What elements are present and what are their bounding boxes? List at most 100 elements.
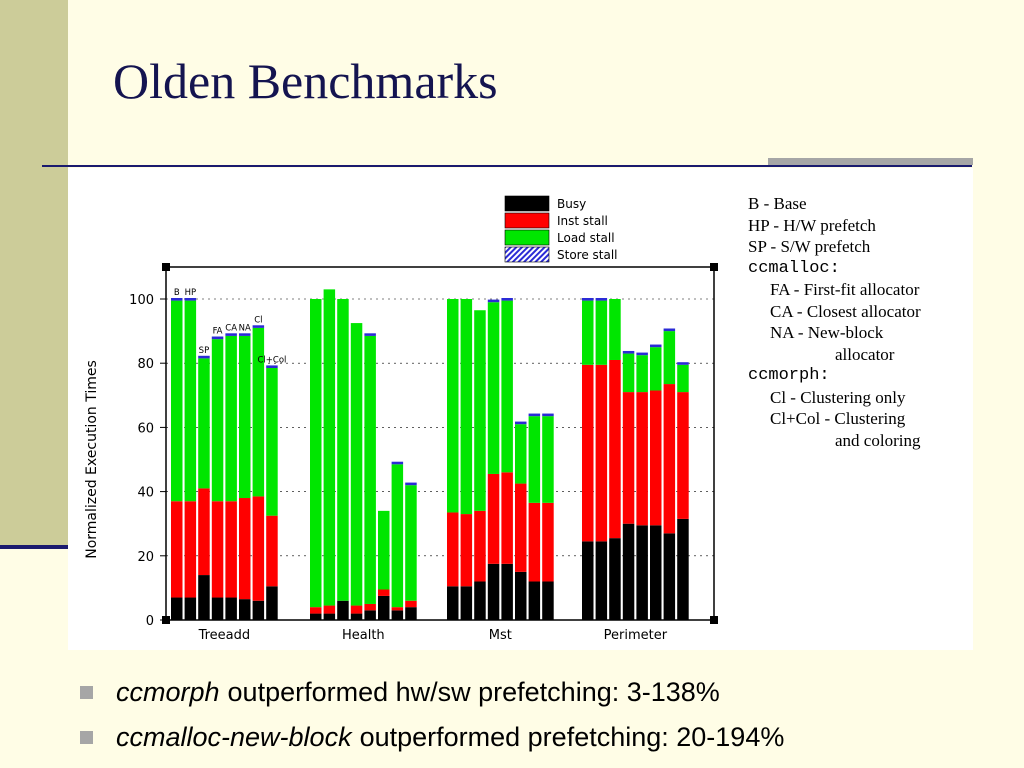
key-line: B - Base: [748, 194, 807, 213]
bar-segment-inst: [266, 515, 278, 587]
x-category-label: Treeadd: [198, 628, 251, 643]
key-line: NA - New-block: [770, 323, 884, 342]
bar-segment-load: [310, 299, 322, 608]
bar-segment-inst: [460, 514, 473, 587]
bar-segment-store: [252, 325, 265, 328]
bar-segment-store: [582, 298, 594, 301]
legend-swatch: [504, 246, 550, 263]
key-line: CA - Closest allocator: [770, 301, 921, 321]
y-tick-label: 100: [129, 293, 154, 308]
bar-segment-store: [391, 461, 404, 465]
bar-segment-store: [239, 333, 251, 336]
bar-segment-load: [582, 300, 594, 365]
bar-segment-busy: [323, 613, 336, 620]
bar-segment-store: [364, 333, 376, 336]
stacked-bar-chart: 0 20 40 60 80 100 Normalized Execution Times Bu…: [84, 195, 718, 643]
bar-segment-load: [211, 339, 224, 502]
bar-segment-store: [487, 299, 500, 303]
legend-swatch: [504, 212, 550, 229]
y-axis-label: Normalized Execution Times: [84, 360, 100, 559]
bar-segment-busy: [460, 586, 473, 620]
bar-segment-store: [501, 298, 513, 301]
bar-segment-busy: [501, 563, 513, 620]
bar-segment-busy: [595, 541, 608, 620]
bar-segment-load: [528, 416, 541, 503]
bar-segment-load: [677, 364, 689, 393]
bar-segment-load: [225, 335, 237, 502]
bar-label: B: [174, 288, 180, 298]
legend-label: Inst stall: [557, 214, 608, 228]
bullet-emphasis: ccmalloc-new-block: [116, 722, 352, 752]
x-category-label: Health: [342, 628, 385, 643]
bar-segment-load: [364, 335, 376, 604]
bar-segment-inst: [252, 496, 265, 601]
bar-segment-load: [636, 355, 648, 393]
bar-segment-store: [198, 355, 210, 359]
bar-segment-store: [171, 298, 183, 301]
bar-segment-load: [198, 358, 210, 489]
bullet-item: ccmalloc-new-block outperformed prefetch…: [80, 715, 1010, 760]
bar-segment-load: [323, 289, 336, 606]
bar-segment-inst: [225, 501, 237, 598]
bar-segment-load: [184, 300, 197, 502]
y-tick-label: 40: [137, 486, 154, 501]
bar-segment-inst: [515, 483, 527, 572]
bar-segment-load: [622, 353, 635, 393]
bar-segment-inst: [582, 364, 594, 542]
bar-segment-store: [650, 344, 662, 348]
bar-segment-inst: [528, 502, 541, 582]
bar-segment-busy: [364, 610, 376, 620]
bar-segment-load: [405, 485, 417, 601]
bar-segment-inst: [171, 501, 183, 598]
x-category-label: Perimeter: [604, 628, 668, 643]
bar-segment-load: [391, 464, 404, 608]
bar-segment-busy: [171, 597, 183, 620]
bar-segment-inst: [595, 364, 608, 542]
title-rule-accent: [768, 158, 973, 165]
bar-segment-inst: [542, 502, 554, 582]
bar-label: Cl+Col: [257, 355, 286, 365]
bullet-item: ccmorph outperformed hw/sw prefetching: …: [80, 670, 1010, 715]
bar-segment-inst: [350, 605, 363, 614]
bar-segment-inst: [378, 589, 390, 596]
bar-segment-store: [211, 336, 224, 340]
bar-segment-busy: [337, 600, 349, 620]
key-line: and coloring: [835, 430, 921, 450]
key-line: FA - First-fit allocator: [770, 280, 920, 299]
bar-segment-busy: [677, 518, 689, 620]
bullet-text: outperformed prefetching: 20-194%: [359, 722, 785, 752]
bar-segment-inst: [622, 392, 635, 524]
key-line: HP - H/W prefetch: [748, 215, 876, 235]
frame-corner-marker: [710, 616, 718, 624]
bar-segment-store: [622, 350, 635, 354]
slide-title: Olden Benchmarks: [113, 53, 498, 109]
bar-segment-busy: [266, 586, 278, 620]
bar-segment-busy: [198, 575, 210, 620]
bar-segment-busy: [636, 525, 648, 620]
bar-segment-inst: [323, 605, 336, 614]
bar-segment-store: [595, 298, 608, 301]
bar-segment-busy: [211, 597, 224, 620]
frame-corner-marker: [710, 263, 718, 271]
bar-segment-busy: [663, 533, 676, 620]
bar-segment-busy: [528, 581, 541, 620]
bar-segment-load: [171, 300, 183, 502]
bar-label: NA: [239, 323, 251, 333]
key-line: Cl - Clustering only: [770, 387, 906, 407]
bar-segment-load: [663, 331, 676, 385]
bar-segment-busy: [542, 581, 554, 620]
x-category-label: Mst: [489, 628, 512, 643]
bar-segment-load: [595, 300, 608, 365]
bar-segment-load: [515, 424, 527, 484]
bar-segment-inst: [501, 472, 513, 564]
bar-segment-inst: [447, 512, 459, 587]
bar-segment-busy: [225, 597, 237, 620]
bar-segment-load: [487, 302, 500, 474]
bar-segment-load: [460, 299, 473, 515]
bar-segment-inst: [211, 501, 224, 598]
bullet-emphasis: ccmorph: [116, 677, 220, 707]
bar-segment-busy: [239, 599, 251, 620]
key-line: ccmalloc:: [748, 258, 840, 278]
bar-segment-load: [447, 299, 459, 513]
legend-label: Busy: [557, 197, 586, 211]
